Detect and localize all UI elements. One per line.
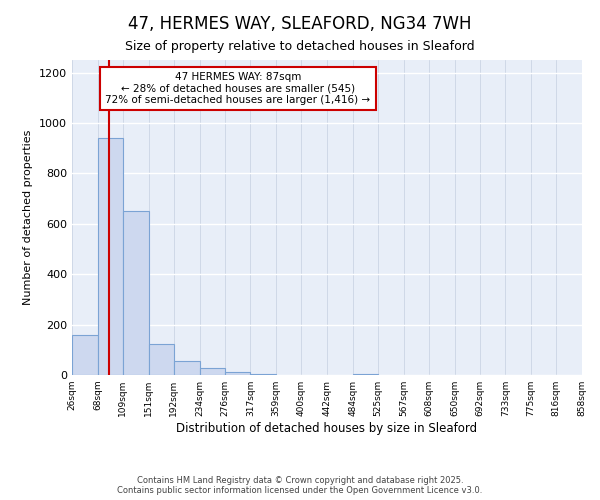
X-axis label: Distribution of detached houses by size in Sleaford: Distribution of detached houses by size … [176,422,478,435]
Bar [149,344,174,375]
Bar [250,374,276,375]
Bar [123,211,149,375]
Bar [174,361,200,375]
Text: Contains HM Land Registry data © Crown copyright and database right 2025.
Contai: Contains HM Land Registry data © Crown c… [118,476,482,495]
Text: 47, HERMES WAY, SLEAFORD, NG34 7WH: 47, HERMES WAY, SLEAFORD, NG34 7WH [128,15,472,33]
Bar [98,138,123,375]
Bar [353,374,378,375]
Bar [72,334,98,375]
Y-axis label: Number of detached properties: Number of detached properties [23,130,34,305]
Bar [199,368,225,375]
Text: Size of property relative to detached houses in Sleaford: Size of property relative to detached ho… [125,40,475,53]
Bar [225,372,250,375]
Text: 47 HERMES WAY: 87sqm
← 28% of detached houses are smaller (545)
72% of semi-deta: 47 HERMES WAY: 87sqm ← 28% of detached h… [105,72,370,105]
